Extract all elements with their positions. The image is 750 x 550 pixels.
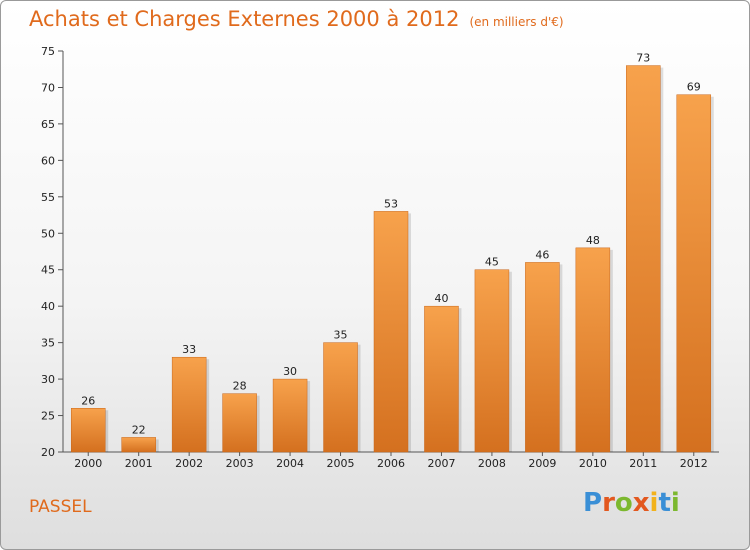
y-tick-label: 50 [41,227,55,240]
y-tick-label: 40 [41,300,55,313]
data-label: 35 [334,329,348,342]
x-tick-label: 2012 [680,457,708,470]
axes: 20 25 30 35 40 45 50 55 60 65 70 75 [41,45,719,459]
x-tick-label: 2003 [226,457,254,470]
bar [474,269,510,453]
bar [323,342,358,453]
data-label: 40 [434,292,448,305]
data-label: 69 [687,81,701,94]
data-label: 26 [81,394,95,407]
x-tick-label: 2000 [74,457,102,470]
y-tick-label: 65 [41,118,55,131]
bars [70,65,714,453]
x-tick-label: 2008 [478,457,506,470]
y-tick-label: 35 [41,337,55,350]
y-tick-label: 70 [41,81,55,94]
data-label: 22 [132,423,146,436]
data-label: 48 [586,234,600,247]
data-label: 33 [182,343,196,356]
data-label: 28 [233,380,247,393]
x-tick-label: 2001 [125,457,153,470]
proxiti-logo[interactable]: Proxiti [583,488,680,518]
bar [171,356,207,453]
bar [424,305,459,453]
x-tick-label: 2011 [629,457,657,470]
bar [676,94,712,453]
data-label: 53 [384,197,398,210]
bar [121,437,156,453]
logo-letter: i [670,488,680,518]
x-tick-label: 2010 [579,457,607,470]
chart-title: Achats et Charges Externes 2000 à 2012 (e… [29,7,564,31]
bar [525,262,560,453]
bar [575,247,611,453]
logo-letter: i [649,488,659,518]
y-tick-label: 20 [41,446,55,459]
bar [272,378,308,453]
data-label: 30 [283,365,297,378]
bar [626,65,661,453]
data-label: 73 [636,52,650,65]
labels: 26 2000 22 2001 33 2002 28 2003 30 2004 35 2005 53 20… [74,52,708,470]
logo-letter: P [583,488,603,518]
data-label: 46 [535,248,549,261]
logo-letter: o [614,488,633,518]
chart-title-text: Achats et Charges Externes 2000 à 2012 [29,7,460,31]
bar [373,211,409,453]
bar [222,393,257,453]
y-tick-label: 45 [41,264,55,277]
x-tick-label: 2004 [276,457,304,470]
x-tick-label: 2002 [175,457,203,470]
y-tick-label: 55 [41,191,55,204]
logo-letter: r [602,488,615,518]
place-name: PASSEL [29,497,92,517]
bar [70,408,106,453]
chart-subtitle: (en milliers d'€) [469,15,564,29]
x-tick-label: 2006 [377,457,405,470]
data-label: 45 [485,256,499,269]
x-tick-label: 2007 [427,457,455,470]
y-tick-label: 75 [41,45,55,58]
logo-letter: x [632,488,650,518]
x-tick-label: 2005 [327,457,355,470]
x-tick-label: 2009 [528,457,556,470]
y-tick-label: 60 [41,154,55,167]
logo-letter: t [658,488,671,518]
y-tick-label: 30 [41,373,55,386]
y-tick-label: 25 [41,410,55,423]
